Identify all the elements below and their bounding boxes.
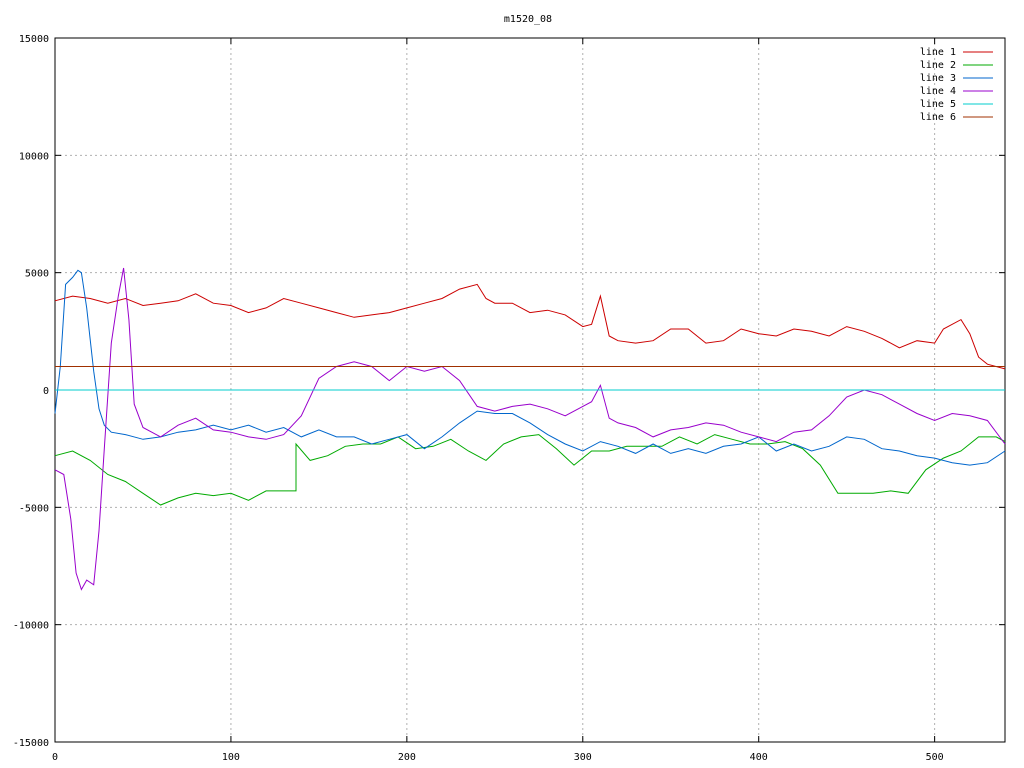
y-tick-label: 0: [43, 386, 49, 397]
series-line-3: [54, 269, 1006, 466]
y-tick-label: 15000: [19, 34, 49, 45]
x-tick-label: 300: [574, 752, 592, 763]
x-tick-label: 200: [398, 752, 416, 763]
legend: line 1 line 2 line 3 line 4 line 5 line 6: [920, 47, 993, 123]
x-tick-label: 100: [222, 752, 240, 763]
x-tick-label: 400: [750, 752, 768, 763]
legend-label: line 5: [920, 99, 956, 110]
axis-ticks: 0 100 200 300 400 500 -15000 -10000 -5000 0 5000 10…: [13, 34, 1005, 763]
x-tick-label: 0: [52, 752, 58, 763]
y-tick-label: 5000: [25, 269, 49, 280]
x-tick-label: 500: [926, 752, 944, 763]
legend-label: line 2: [920, 60, 956, 71]
legend-label: line 3: [920, 73, 956, 84]
y-tick-label: -15000: [13, 738, 49, 749]
legend-label: line 4: [920, 86, 956, 97]
y-tick-label: -10000: [13, 621, 49, 632]
y-tick-label: -5000: [19, 503, 49, 514]
y-tick-label: 10000: [19, 151, 49, 162]
series-layer: [54, 267, 1006, 591]
series-line-4: [54, 267, 1006, 591]
chart-title: m1520_08: [504, 14, 552, 25]
series-line-2: [54, 434, 1006, 506]
legend-label: line 1: [920, 47, 956, 58]
series-line-1: [54, 283, 1006, 370]
legend-label: line 6: [920, 112, 956, 123]
